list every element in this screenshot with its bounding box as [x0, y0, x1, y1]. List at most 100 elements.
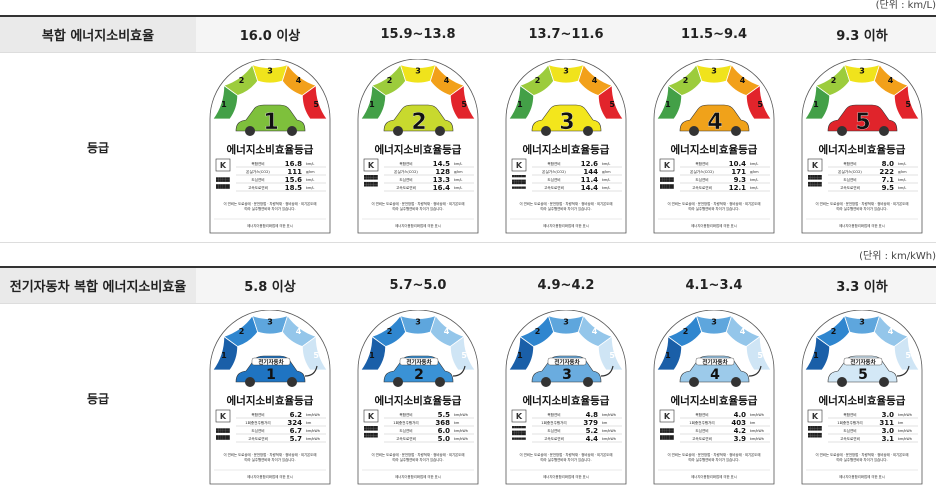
grade-number: 3	[562, 367, 572, 383]
ev-tag-box	[843, 357, 883, 366]
qr-module	[216, 437, 219, 440]
grade-arc-number: 2	[535, 327, 541, 336]
qr-module	[218, 184, 221, 187]
label-row-name: 온실가스(CO2)	[690, 169, 714, 174]
label-footnote: 따라 실주행연비와 차이가 있습니다.	[244, 457, 295, 462]
qr-module	[514, 181, 517, 185]
label-title: 에너지소비효율등급	[227, 143, 314, 156]
fuel-unit-note: (단위 : km/L)	[875, 0, 936, 11]
qr-module	[812, 432, 815, 436]
qr-module	[366, 177, 369, 180]
fuel-label-cell: 1 2 3 4 5 1 에너지소비효율등급 K 복합연비 16.8 km/L 온실가스(CO2) 111…	[196, 52, 344, 243]
qr-module	[662, 184, 665, 187]
qr-module	[516, 426, 519, 429]
grade-number: 2	[411, 110, 426, 135]
grade-number: 5	[855, 110, 870, 135]
grade-arc-number: 5	[461, 100, 467, 109]
qr-module	[662, 179, 665, 182]
kc-mark-box	[659, 158, 675, 172]
qr-module	[518, 179, 522, 182]
qr-module	[523, 432, 526, 436]
qr-module	[225, 428, 228, 431]
qr-module	[225, 179, 228, 182]
qr-module	[516, 175, 519, 178]
qr-module	[669, 186, 672, 189]
ev-tag-text: 전기자동차	[258, 358, 284, 366]
qr-module	[662, 430, 665, 433]
label-footnote: 이 연비는 도로상태 · 운전방법 · 차량적재 · 정비상태 · 외기온도에	[371, 201, 464, 206]
qr-module	[669, 179, 672, 182]
label-row-name: 도심연비	[695, 428, 708, 433]
qr-module	[216, 184, 219, 187]
qr-module	[808, 177, 811, 180]
qr-module	[808, 184, 811, 187]
qr-module	[810, 435, 813, 438]
grade-arc-number: 3	[267, 67, 273, 76]
label-row-value: 5.2	[586, 427, 599, 435]
car-wheel	[393, 126, 403, 136]
label-row-name: 복합연비	[843, 412, 856, 417]
label-row-unit: km/L	[602, 186, 610, 190]
qr-module	[819, 177, 822, 180]
grade-arc-number: 1	[813, 100, 819, 109]
qr-module	[366, 432, 369, 436]
grade-arc-segment	[547, 315, 585, 335]
qr-module	[819, 426, 822, 429]
qr-module	[222, 177, 226, 180]
qr-module	[664, 177, 667, 180]
label-title: 에너지소비효율등급	[819, 143, 906, 156]
label-footnote: 이 연비는 도로상태 · 운전방법 · 차량적재 · 정비상태 · 외기온도에	[223, 201, 316, 206]
label-footnote: 따라 실주행연비와 차이가 있습니다.	[540, 457, 591, 462]
grade-arc-segment	[281, 63, 317, 96]
qr-module	[662, 428, 665, 431]
grade-arc-segment	[804, 335, 831, 371]
label-row-name: 복합연비	[399, 412, 412, 417]
grade-arc-number: 5	[905, 351, 911, 360]
label-row-unit: g/km	[602, 170, 611, 174]
ev-tag-box	[251, 357, 291, 366]
qr-module	[817, 426, 820, 429]
grade-arc-segment	[667, 314, 703, 347]
label-row-unit: km	[750, 421, 756, 425]
qr-module	[514, 186, 517, 189]
qr-module	[227, 435, 230, 438]
label-row-unit: km/kWh	[750, 429, 764, 433]
grade-arc-number: 1	[369, 100, 375, 109]
qr-module	[808, 435, 811, 438]
qr-module	[817, 177, 820, 180]
qr-module	[375, 426, 378, 429]
qr-module	[373, 177, 376, 180]
qr-module	[819, 175, 822, 178]
qr-module	[364, 175, 367, 178]
grade-arc-segment	[656, 335, 683, 371]
qr-module	[370, 177, 374, 180]
grade-arc-number: 4	[888, 76, 894, 85]
qr-module	[812, 428, 815, 431]
label-row-unit: km/L	[454, 162, 462, 166]
kc-mark-box	[363, 158, 379, 172]
ev-tag-text: 전기자동차	[702, 358, 728, 366]
car-wheel	[287, 377, 297, 387]
qr-module	[368, 428, 371, 431]
grade-arc-number: 1	[517, 100, 523, 109]
qr-module	[664, 428, 667, 431]
qr-module	[518, 186, 522, 189]
qr-module	[523, 426, 526, 429]
label-row-value: 12.1	[729, 184, 746, 192]
label-row-value: 4.8	[586, 411, 599, 419]
qr-module	[368, 432, 371, 436]
grade-arc-segment	[301, 84, 328, 120]
qr-module	[222, 437, 226, 440]
qr-module	[366, 428, 369, 431]
ev-plug-cable	[896, 365, 910, 377]
label-row-value: 5.0	[438, 435, 451, 443]
qr-module	[227, 428, 230, 431]
car-silhouette	[531, 104, 602, 132]
label-row-name: 고속도로연비	[840, 436, 860, 441]
qr-module	[216, 186, 219, 189]
label-row-name: 복합연비	[547, 161, 560, 166]
qr-module	[222, 184, 226, 187]
car-wheel	[245, 377, 255, 387]
grade-arc-number: 3	[859, 67, 865, 76]
